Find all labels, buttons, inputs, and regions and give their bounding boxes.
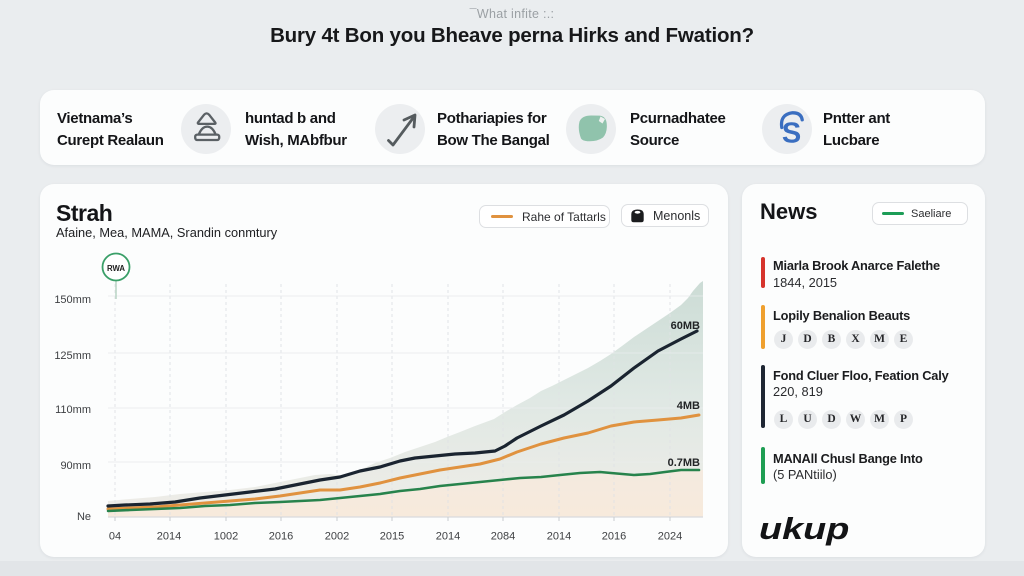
svg-text:2014: 2014 (547, 531, 571, 543)
svg-text:2024: 2024 (658, 531, 682, 543)
svg-text:Ne: Ne (77, 511, 91, 523)
svg-text:4MB: 4MB (677, 400, 700, 412)
svg-text:2014: 2014 (436, 531, 460, 543)
svg-text:2002: 2002 (325, 531, 349, 543)
svg-text:2016: 2016 (602, 531, 626, 543)
svg-text:2016: 2016 (269, 531, 293, 543)
svg-text:2014: 2014 (157, 531, 181, 543)
svg-text:0.7MB: 0.7MB (668, 457, 700, 469)
svg-text:2084: 2084 (491, 531, 515, 543)
svg-text:125mm: 125mm (54, 350, 91, 362)
svg-text:RWA: RWA (107, 264, 125, 273)
svg-text:S: S (782, 118, 801, 150)
svg-text:60MB: 60MB (671, 320, 700, 332)
svg-text:90mm: 90mm (60, 460, 91, 472)
svg-text:1002: 1002 (214, 531, 238, 543)
svg-text:04: 04 (109, 531, 121, 543)
svg-text:2015: 2015 (380, 531, 404, 543)
svg-text:150mm: 150mm (54, 294, 91, 306)
svg-text:110mm: 110mm (55, 404, 91, 416)
